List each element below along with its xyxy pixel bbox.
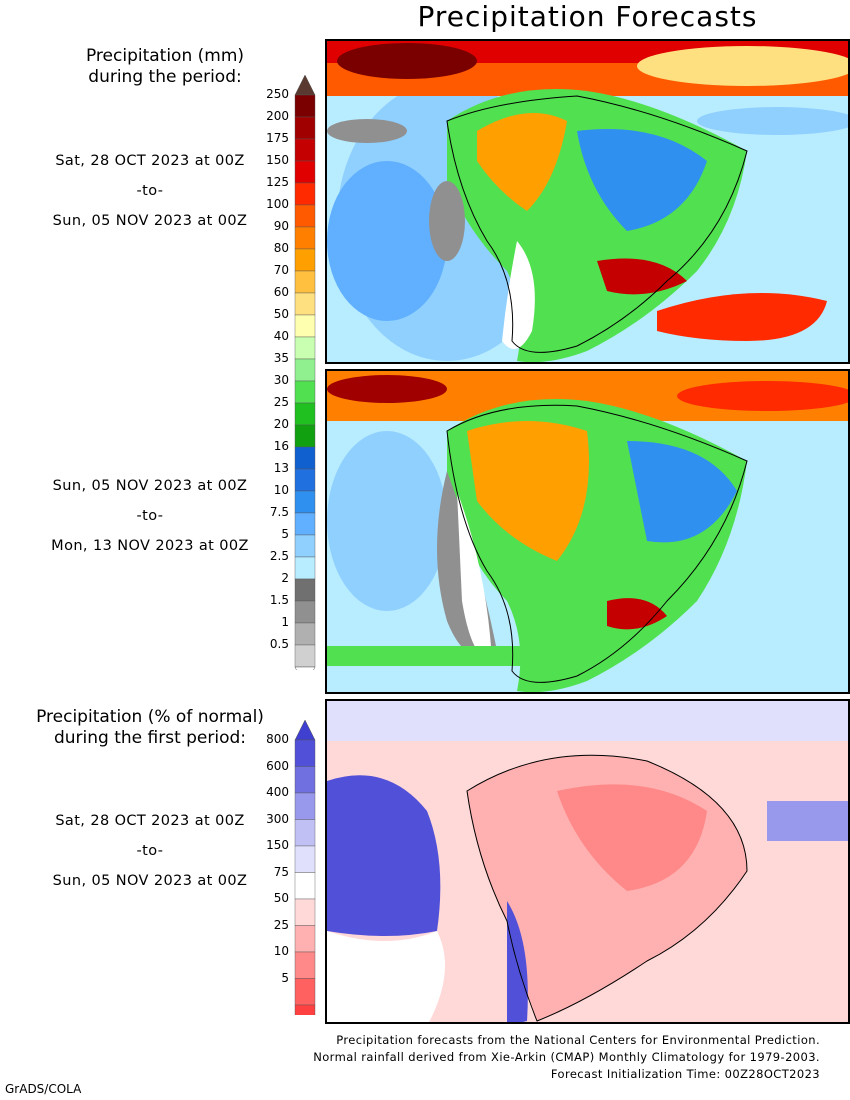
- colorbar-swatch: [294, 380, 316, 404]
- colorbar-tick-label: 125: [266, 175, 289, 189]
- colorbar-swatch: [294, 160, 316, 184]
- colorbar-swatch: [294, 138, 316, 162]
- colorbar-swatch: [294, 402, 316, 426]
- colorbar-swatch: [294, 766, 316, 794]
- colorbar-swatch: [294, 819, 316, 847]
- colorbar-tick-label: 100: [266, 197, 289, 211]
- colorbar-swatch: [294, 872, 316, 900]
- colorbar-swatch: [294, 845, 316, 873]
- page-title: Precipitation Forecasts: [417, 0, 758, 33]
- colorbar-tick-label: 0.5: [269, 637, 289, 651]
- colorbar-swatch: [294, 424, 316, 448]
- footer-line2: Normal rainfall derived from Xie-Arkin (…: [313, 1050, 820, 1064]
- period1-start: Sat, 28 OCT 2023 at 00Z: [55, 153, 245, 169]
- colorbar-tick-label: 75: [273, 864, 289, 879]
- map-panel-percent-normal: [325, 699, 850, 1024]
- colorbar-swatch: [294, 336, 316, 360]
- colorbar-swatch: [294, 739, 316, 767]
- colorbar-tick-label: 150: [266, 153, 289, 167]
- colorbar-tick-label: 2: [281, 571, 289, 585]
- colorbar-swatch: [294, 94, 316, 118]
- colorbar-swatch: [294, 226, 316, 250]
- colorbar-tick-label: 25: [273, 917, 289, 932]
- colorbar-swatch: [294, 358, 316, 382]
- colorbar-swatch: [294, 951, 316, 979]
- colorbar-tick-label: 16: [273, 439, 289, 453]
- credit: GrADS/COLA: [5, 1082, 82, 1096]
- period2-sep: -to-: [136, 508, 164, 524]
- colorbar-tick-label: 60: [273, 285, 289, 299]
- colorbar-swatch: [294, 978, 316, 1006]
- colorbar-swatch: [294, 578, 316, 602]
- period3-sep: -to-: [136, 843, 164, 859]
- colorbar-top-arrow: [294, 719, 316, 741]
- colorbar-swatch: [294, 270, 316, 294]
- period1-sep: -to-: [136, 183, 164, 199]
- colorbar-bottom-arrow: [294, 666, 316, 688]
- colorbar-swatch: [294, 556, 316, 580]
- colorbar-swatch: [294, 898, 316, 926]
- colorbar-swatch: [294, 792, 316, 820]
- colorbar-tick-label: 400: [266, 785, 289, 799]
- colorbar-tick-label: 90: [273, 219, 289, 233]
- colorbar-swatch: [294, 1004, 316, 1032]
- colorbar-tick-label: 600: [266, 758, 289, 773]
- colorbar-swatch: [294, 468, 316, 492]
- colorbar-tick-label: 800: [266, 732, 289, 746]
- colorbar-swatch: [294, 600, 316, 624]
- footer-line1: Precipitation forecasts from the Nationa…: [336, 1033, 820, 1047]
- colorbar-tick-label: 10: [273, 944, 289, 958]
- colorbar-swatch: [294, 314, 316, 338]
- period2-end: Mon, 13 NOV 2023 at 00Z: [51, 538, 249, 554]
- map-panel-period1: [325, 39, 850, 364]
- colorbar-swatch: [294, 248, 316, 272]
- colorbar-tick-label: 30: [273, 373, 289, 387]
- colorbar-swatch: [294, 925, 316, 953]
- colorbar-swatch: [294, 446, 316, 470]
- colorbar-tick-label: 10: [273, 483, 289, 497]
- colorbar-tick-label: 20: [273, 417, 289, 431]
- colorbar-swatch: [294, 644, 316, 668]
- colorbar-tick-label: 7.5: [269, 505, 289, 519]
- colorbar-swatch: [294, 622, 316, 646]
- colorbar-tick-label: 50: [273, 307, 289, 321]
- colorbar-tick-label: 70: [273, 263, 289, 277]
- colorbar-tick-label: 5: [281, 527, 289, 541]
- colorbar-tick-label: 13: [273, 461, 289, 475]
- colorbar-tick-label: 2.5: [269, 549, 289, 563]
- colorbar-tick-label: 40: [273, 329, 289, 343]
- colorbar-top-arrow: [294, 74, 316, 96]
- period3-start: Sat, 28 OCT 2023 at 00Z: [55, 813, 245, 829]
- colorbar-tick-label: 50: [273, 891, 289, 905]
- legend-mm-title-line1: Precipitation (mm): [85, 46, 245, 66]
- colorbar-tick-label: 1: [281, 615, 289, 629]
- colorbar-tick-label: 35: [273, 351, 289, 365]
- legend-pct-title-line2: during the first period:: [53, 728, 247, 748]
- colorbar-tick-label: 250: [266, 87, 289, 101]
- legend-mm-title: Precipitation (mm) during the period:: [40, 46, 290, 88]
- colorbar-swatch: [294, 182, 316, 206]
- colorbar-tick-label: 175: [266, 131, 289, 145]
- legend-mm-title-line2: during the period:: [88, 67, 242, 87]
- footer-line3: Forecast Initialization Time: 00Z28OCT20…: [550, 1067, 820, 1081]
- colorbar-tick-label: 200: [266, 109, 289, 123]
- map-panel-period2: [325, 369, 850, 694]
- colorbar-swatch: [294, 490, 316, 514]
- colorbar-tick-label: 1.5: [269, 593, 289, 607]
- period2-start: Sun, 05 NOV 2023 at 00Z: [52, 478, 248, 494]
- legend-pct-title-line1: Precipitation (% of normal): [36, 707, 264, 727]
- period3-end: Sun, 05 NOV 2023 at 00Z: [52, 873, 248, 889]
- colorbar-swatch: [294, 204, 316, 228]
- colorbar-tick-label: 5: [281, 970, 289, 985]
- colorbar-swatch: [294, 512, 316, 536]
- colorbar-swatch: [294, 292, 316, 316]
- colorbar-tick-label: 300: [266, 811, 289, 826]
- colorbar-swatch: [294, 534, 316, 558]
- legend-pct-title: Precipitation (% of normal) during the f…: [10, 707, 290, 749]
- period1-end: Sun, 05 NOV 2023 at 00Z: [52, 213, 248, 229]
- colorbar-swatch: [294, 116, 316, 140]
- colorbar-tick-label: 150: [266, 838, 289, 852]
- colorbar-tick-label: 80: [273, 241, 289, 255]
- colorbar-tick-label: 25: [273, 395, 289, 409]
